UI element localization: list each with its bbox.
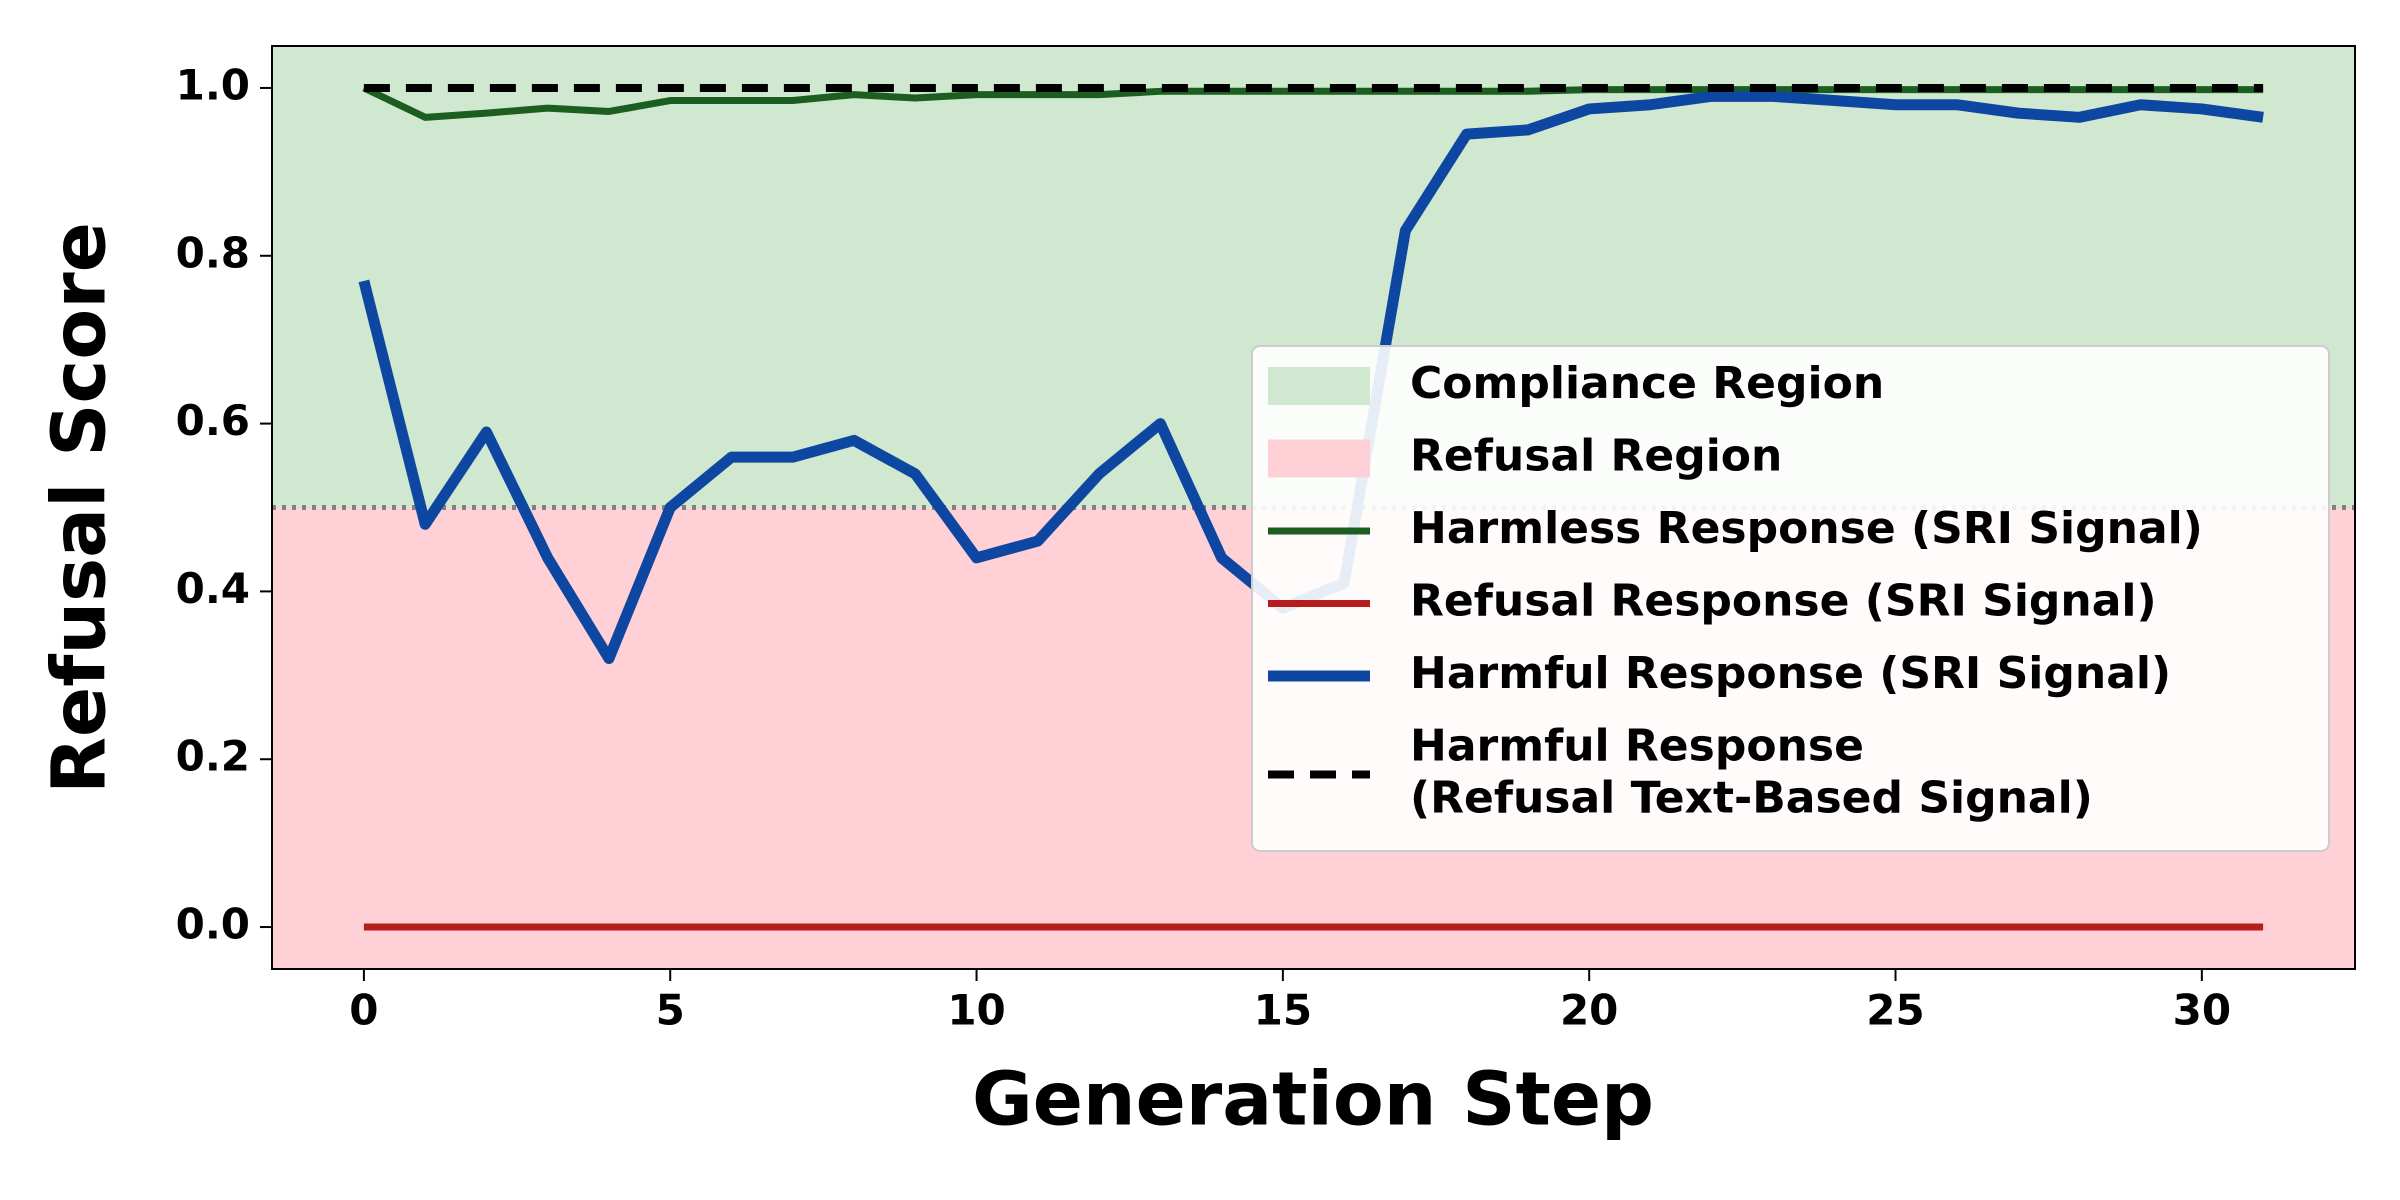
y-tick-label: 0.0 (176, 900, 250, 949)
x-tick-label: 30 (2173, 986, 2231, 1035)
x-tick-label: 25 (1866, 986, 1924, 1035)
legend-label: Harmful Response (Refusal Text-Based Sign… (1410, 721, 2093, 824)
legend-label: Refusal Region (1410, 431, 1782, 482)
legend-label: Compliance Region (1410, 358, 1884, 409)
y-tick-label: 0.4 (176, 564, 250, 613)
x-tick-label: 15 (1254, 986, 1312, 1035)
x-tick-label: 0 (349, 986, 378, 1035)
x-tick-label: 20 (1560, 986, 1618, 1035)
legend-patch (1268, 367, 1370, 405)
legend-label: Harmful Response (SRI Signal) (1410, 648, 2171, 699)
y-tick-label: 0.6 (176, 396, 250, 445)
y-tick-label: 0.2 (176, 732, 250, 781)
y-axis-label: Refusal Score (37, 222, 123, 794)
x-axis-label: Generation Step (972, 1057, 1654, 1143)
x-tick-label: 10 (947, 986, 1005, 1035)
legend-label: Refusal Response (SRI Signal) (1410, 576, 2157, 627)
legend-patch (1268, 439, 1370, 478)
plot-frame (271, 45, 2356, 970)
y-tick-label: 0.8 (176, 228, 250, 277)
legend-label: Harmless Response (SRI Signal) (1410, 503, 2203, 554)
legend: Compliance Region Refusal Region Harmless … (1251, 345, 2330, 852)
y-tick-label: 1.0 (176, 60, 250, 109)
legend-box (1251, 345, 2330, 852)
x-tick-label: 5 (656, 986, 685, 1035)
